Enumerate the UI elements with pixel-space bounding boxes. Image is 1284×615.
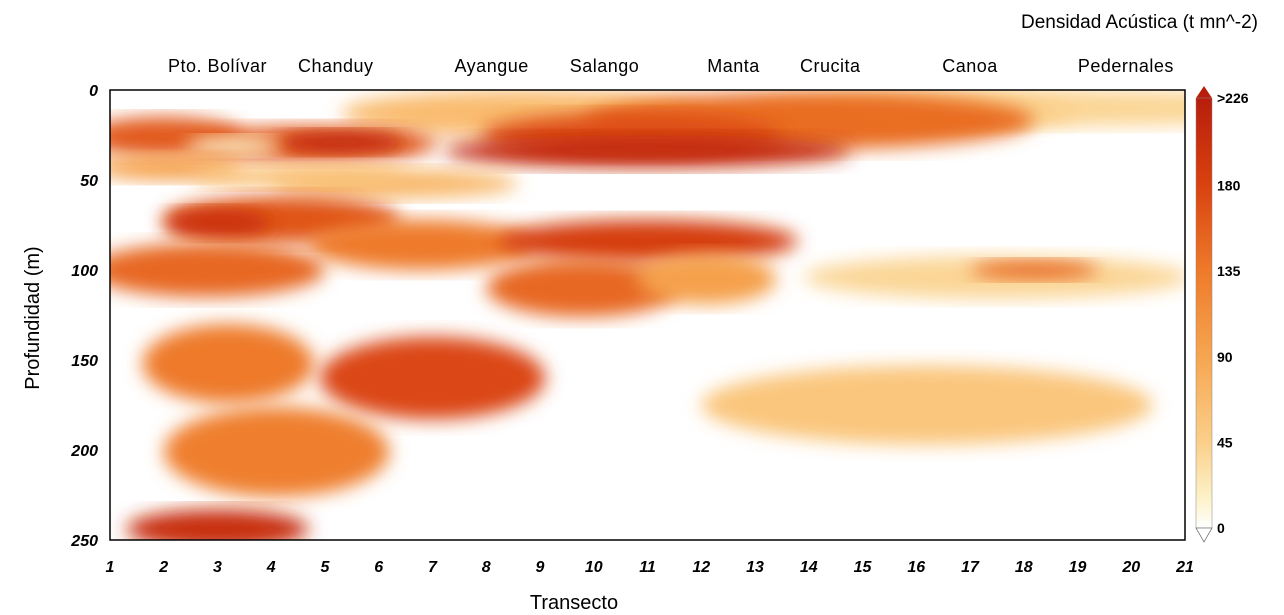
colorbar-label: 180 — [1217, 178, 1241, 194]
density-blob — [308, 219, 535, 270]
location-label: Pedernales — [1078, 56, 1174, 76]
x-tick-label: 10 — [585, 559, 603, 576]
location-label: Pto. Bolívar — [168, 56, 267, 76]
x-tick-label: 14 — [800, 559, 818, 576]
density-blob — [443, 135, 852, 168]
plot-frame — [109, 89, 1186, 541]
x-axis-label: Transecto — [530, 592, 618, 614]
colorbar-title: Densidad Acústica (t mn^-2) — [1021, 12, 1258, 33]
x-tick-label: 6 — [374, 559, 383, 576]
y-axis-label: Profundidad (m) — [22, 246, 44, 389]
x-tick-label: 11 — [639, 559, 656, 576]
x-tick-label: 15 — [854, 559, 873, 576]
location-label: Chanduy — [298, 56, 374, 76]
x-tick-label: 20 — [1121, 559, 1140, 576]
colorbar-gradient — [1195, 97, 1213, 529]
x-tick-label: 12 — [692, 559, 710, 576]
colorbar-label: 45 — [1217, 434, 1233, 450]
colorbar-label: 0 — [1217, 520, 1225, 536]
colorbar-label: 90 — [1217, 349, 1233, 365]
density-blob — [701, 365, 1153, 445]
density-blob — [126, 509, 309, 540]
density-blob — [636, 253, 777, 305]
density-blob — [486, 259, 680, 317]
density-blob — [163, 208, 272, 238]
colorbar — [1195, 86, 1213, 543]
colorbar-top-arrow — [1196, 86, 1212, 98]
y-axis-ticks: 0 50 100 150 200 250 — [70, 83, 98, 550]
x-axis-ticks: 1 2 3 4 5 6 7 8 9 10 11 12 13 14 15 16 17 18 19 20 21 — [106, 559, 1194, 576]
y-tick-label: 50 — [80, 173, 98, 190]
y-tick-label: 0 — [89, 83, 98, 100]
y-tick-label: 150 — [71, 353, 98, 370]
colorbar-label: >226 — [1217, 90, 1249, 106]
x-tick-label: 19 — [1069, 559, 1087, 576]
x-tick-label: 13 — [746, 559, 764, 576]
x-tick-label: 5 — [321, 559, 331, 576]
x-tick-label: 7 — [428, 559, 438, 576]
location-label: Salango — [570, 56, 640, 76]
density-blob — [319, 336, 546, 420]
density-blob — [190, 165, 406, 188]
y-tick-label: 250 — [70, 533, 98, 550]
y-tick-label: 200 — [70, 443, 98, 460]
x-tick-label: 9 — [536, 559, 545, 576]
density-blob — [110, 243, 325, 297]
x-tick-label: 1 — [106, 559, 115, 576]
density-blob — [970, 261, 1099, 279]
location-label: Crucita — [800, 56, 861, 76]
x-tick-label: 3 — [213, 559, 222, 576]
location-label: Ayangue — [455, 56, 529, 76]
density-blob — [163, 406, 390, 497]
x-tick-label: 17 — [961, 559, 980, 576]
density-blob — [142, 324, 315, 404]
density-blob — [497, 219, 798, 263]
x-tick-label: 16 — [907, 559, 925, 576]
location-labels: Pto. Bolívar Chanduy Ayangue Salango Manta Cr… — [168, 56, 1174, 76]
density-blob — [276, 131, 406, 153]
colorbar-labels: >226 180 135 90 45 0 — [1217, 90, 1249, 536]
density-blob — [185, 136, 282, 155]
location-label: Canoa — [942, 56, 998, 76]
density-field — [110, 90, 1185, 540]
y-tick-label: 100 — [71, 263, 98, 280]
x-tick-label: 18 — [1015, 559, 1033, 576]
x-tick-label: 21 — [1175, 559, 1194, 576]
x-tick-label: 8 — [482, 559, 491, 576]
colorbar-bottom-arrow — [1195, 527, 1213, 543]
x-tick-label: 4 — [266, 559, 276, 576]
x-tick-label: 2 — [158, 559, 168, 576]
colorbar-label: 135 — [1217, 263, 1241, 279]
location-label: Manta — [707, 56, 760, 76]
